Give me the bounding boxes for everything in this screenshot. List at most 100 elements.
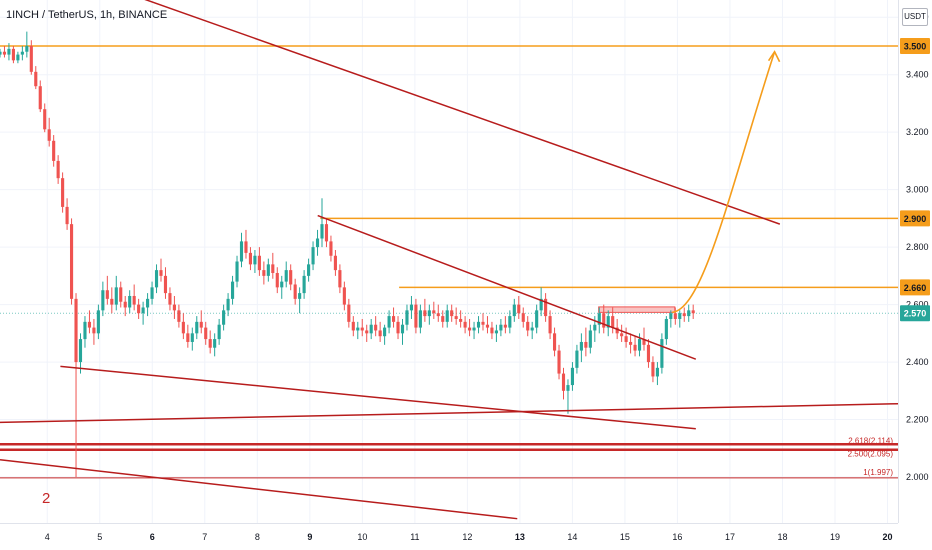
candle	[284, 261, 288, 288]
candle-body	[611, 316, 615, 328]
candle-body	[25, 45, 29, 52]
candle-body	[673, 313, 677, 319]
candle-body	[110, 298, 114, 305]
candle-body	[159, 270, 163, 276]
candle-body	[624, 336, 628, 342]
candle	[257, 247, 261, 276]
candle-body	[660, 339, 664, 368]
candle-body	[315, 238, 320, 248]
candle	[468, 318, 472, 337]
level-price-tag: 2.660	[904, 283, 927, 293]
candle-body	[691, 310, 695, 314]
candle-body	[651, 362, 655, 377]
candle	[459, 310, 463, 328]
candle	[463, 316, 467, 334]
time-tick-label: 16	[672, 532, 682, 542]
candle	[271, 252, 275, 279]
candle	[38, 80, 42, 113]
candle-body	[342, 287, 346, 305]
candle-body	[87, 321, 92, 328]
candle-body	[257, 255, 261, 271]
candle	[535, 304, 539, 334]
candle	[391, 307, 396, 328]
candle	[154, 264, 159, 294]
candle-body	[521, 313, 525, 322]
candle-body	[584, 341, 588, 348]
candle	[423, 298, 427, 322]
candle-body	[195, 321, 199, 334]
candle	[530, 321, 534, 340]
candle-body	[432, 310, 436, 314]
candle	[418, 304, 422, 334]
time-tick-label: 5	[97, 532, 102, 542]
candle-body	[374, 324, 378, 331]
candle-body	[606, 316, 610, 328]
candle-body	[378, 330, 382, 337]
candle	[92, 318, 96, 345]
candle-body	[119, 287, 123, 302]
candle-body	[485, 324, 490, 328]
candle-body	[333, 255, 337, 271]
candle	[526, 316, 530, 337]
candle	[414, 298, 418, 334]
candle	[2, 45, 7, 58]
candle-body	[669, 313, 673, 319]
candle-body	[508, 316, 512, 328]
candle	[204, 321, 208, 345]
candle	[195, 316, 199, 340]
candle	[620, 324, 624, 342]
candle	[181, 313, 185, 340]
candle	[566, 379, 570, 414]
candle-body	[454, 316, 458, 319]
candle-body	[503, 324, 507, 328]
candle-body	[387, 316, 391, 328]
candle-body	[517, 304, 521, 314]
candle	[539, 287, 543, 317]
candle-body	[298, 293, 302, 299]
candle-body	[266, 264, 270, 276]
time-tick-label: 10	[357, 532, 367, 542]
price-axis[interactable]: 2.000 2.200 2.400 2.600 2.800 3.000 3.200 3.400…	[906, 12, 929, 482]
currency-unit-button[interactable]: USDT	[902, 8, 928, 26]
level-price-tag: 2.900	[904, 214, 927, 224]
candle-body	[11, 48, 15, 61]
time-axis[interactable]: 4 5 6 7 8 9 10 11 12 13 14 15 16 17 18 19 20	[45, 532, 893, 542]
current-price-tag-bg	[900, 305, 930, 322]
candle	[311, 241, 315, 271]
candle	[266, 258, 270, 282]
candle-body	[248, 252, 253, 265]
candle	[436, 304, 440, 322]
candle	[78, 333, 83, 374]
candle-body	[65, 206, 69, 225]
candle-body	[530, 327, 534, 331]
candle-body	[405, 310, 409, 325]
candle	[320, 198, 324, 248]
candle	[655, 362, 659, 386]
candle	[244, 229, 248, 259]
candle	[29, 40, 33, 75]
candle-body	[302, 275, 306, 294]
candle-body	[682, 313, 686, 317]
candle	[472, 321, 476, 340]
candle-body	[602, 313, 606, 328]
candle	[646, 339, 651, 368]
candle-body	[2, 51, 7, 55]
candle-body	[620, 333, 624, 337]
candle-body	[208, 339, 212, 348]
candle	[213, 333, 217, 357]
candle	[396, 316, 400, 340]
candle	[691, 304, 695, 319]
candle	[302, 270, 306, 299]
candle	[47, 117, 51, 147]
candle-body	[575, 350, 579, 368]
candle-body	[52, 140, 56, 161]
candle	[490, 321, 494, 340]
fib-label: 1(1.997)	[863, 468, 893, 477]
candle-body	[307, 264, 311, 276]
candle-body	[83, 321, 87, 340]
candle-body	[472, 327, 476, 331]
candle-body	[468, 327, 472, 331]
candle	[664, 316, 668, 345]
candle-body	[369, 324, 373, 334]
